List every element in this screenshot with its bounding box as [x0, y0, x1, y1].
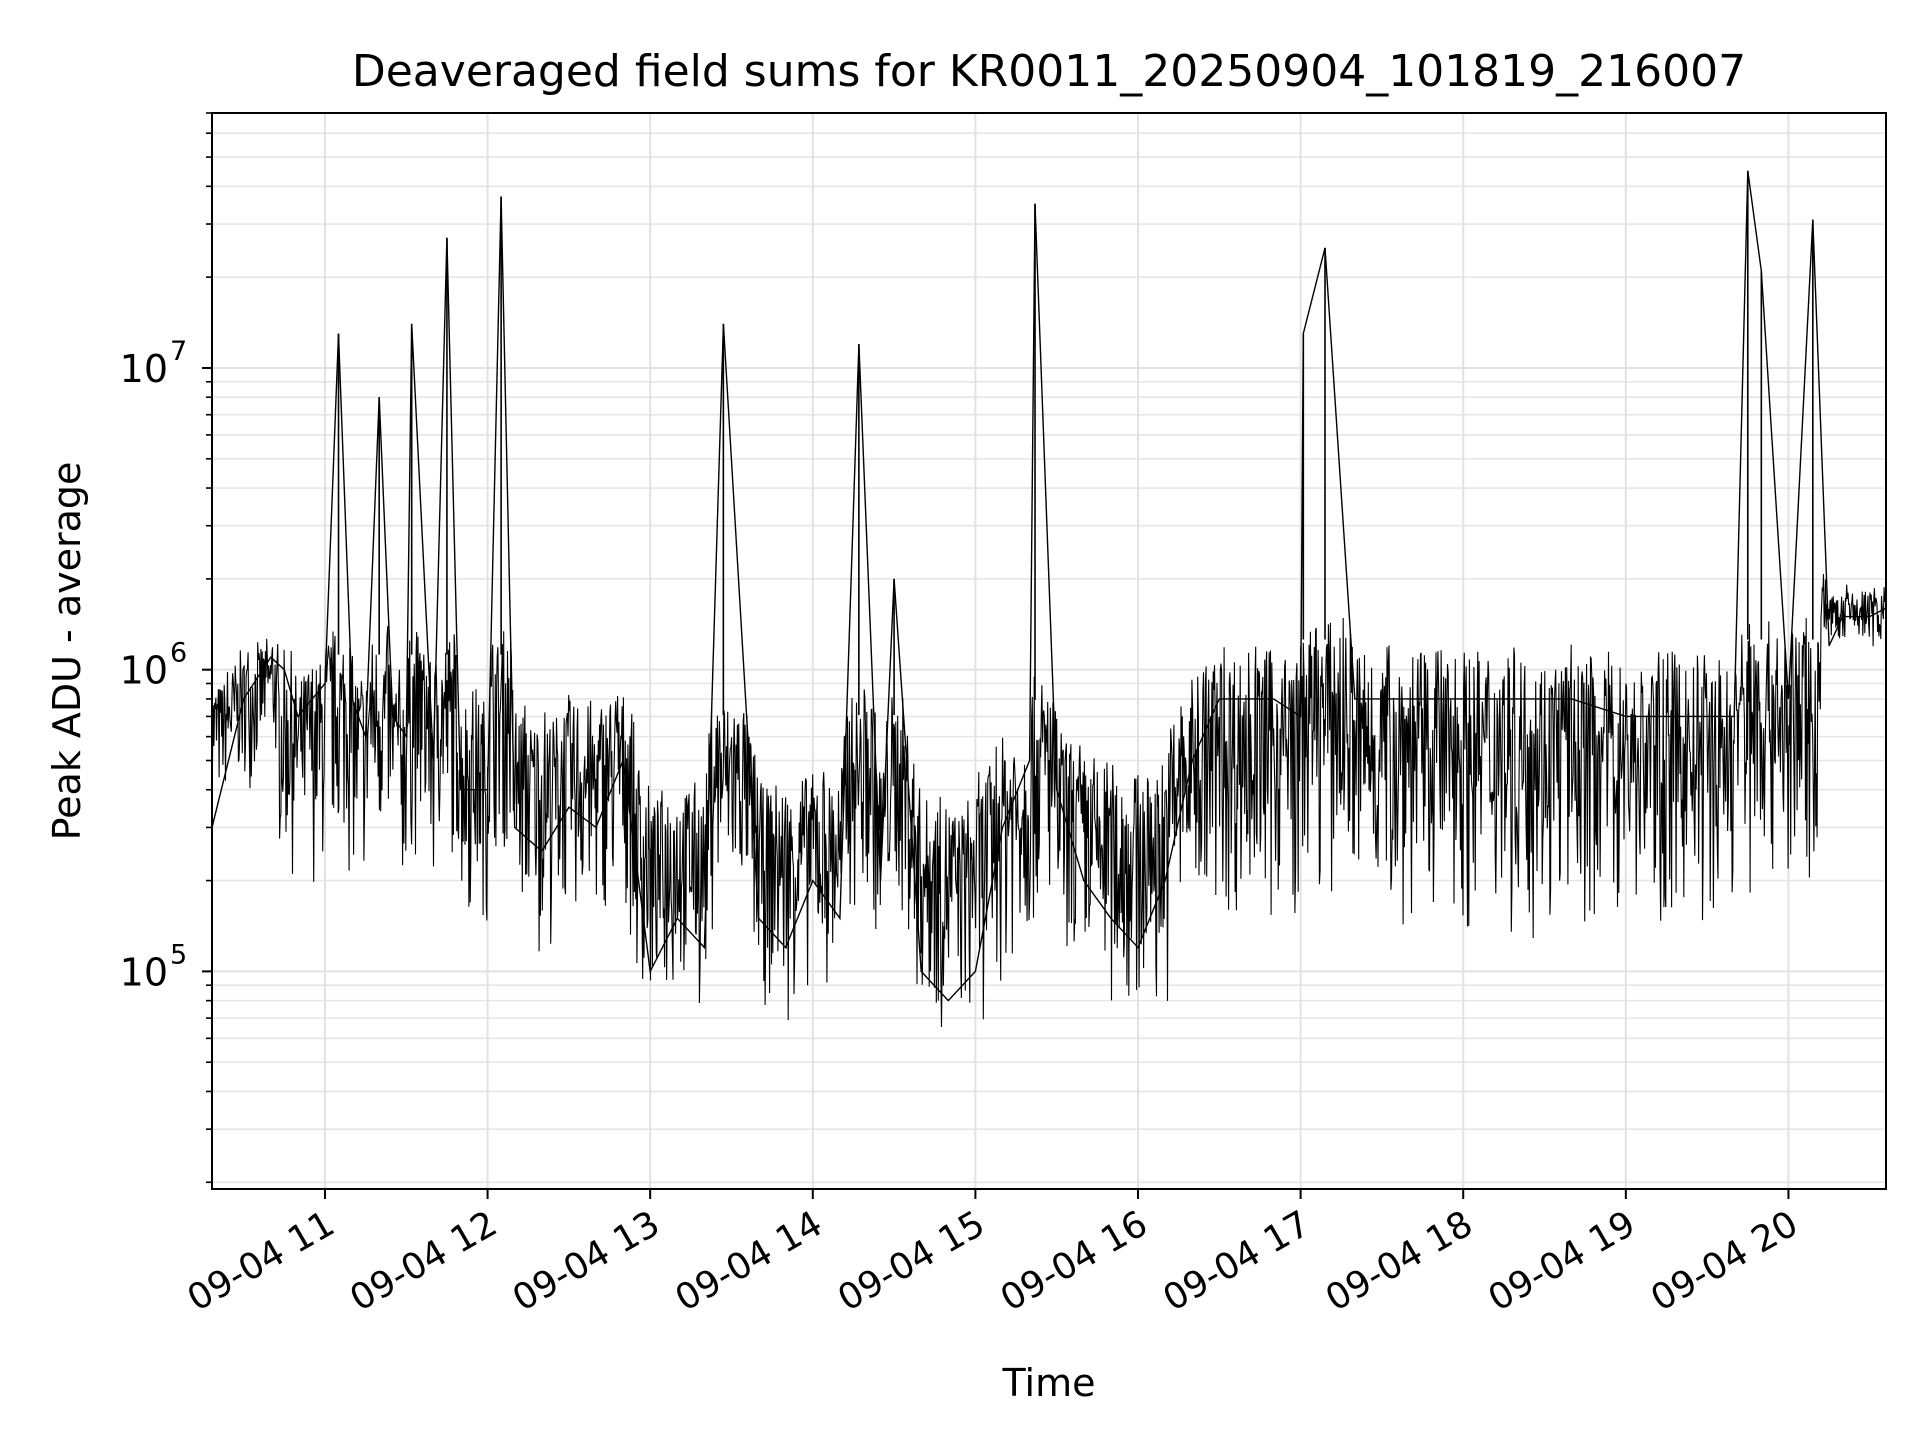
major-gridlines: [212, 113, 1886, 1189]
y-tick-exponent: 7: [170, 336, 187, 367]
x-axis-label: Time: [1002, 1361, 1096, 1405]
y-tick-exponent: 5: [170, 939, 187, 970]
y-axis-label: Peak ADU - average: [45, 462, 89, 841]
plot-area: [212, 113, 1886, 1189]
series-layer: [211, 170, 1887, 1028]
y-tick-label: 10: [120, 649, 168, 693]
y-tick-exponent: 6: [170, 638, 187, 669]
chart-title: Deaveraged field sums for KR0011_2025090…: [352, 46, 1746, 97]
series-noise: [211, 573, 1887, 1028]
y-tick-label: 10: [120, 950, 168, 994]
plot-frame: [211, 112, 1887, 1190]
y-tick-label: 10: [120, 347, 168, 391]
